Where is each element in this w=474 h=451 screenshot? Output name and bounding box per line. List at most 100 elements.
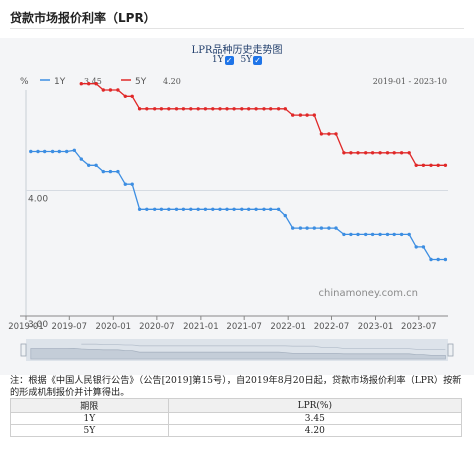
data-point-5y[interactable] [225, 107, 229, 111]
data-point-1y[interactable] [225, 207, 229, 211]
navigator-left-handle[interactable] [20, 343, 27, 357]
data-point-1y[interactable] [174, 207, 179, 211]
data-point-1y[interactable] [254, 207, 258, 211]
data-point-1y[interactable] [276, 207, 281, 211]
data-point-5y[interactable] [159, 107, 164, 111]
data-point-5y[interactable] [429, 163, 433, 167]
data-point-5y[interactable] [443, 163, 448, 167]
data-point-1y[interactable] [94, 163, 98, 167]
data-point-5y[interactable] [298, 113, 303, 117]
data-point-1y[interactable] [203, 207, 208, 211]
data-point-1y[interactable] [181, 207, 186, 211]
data-point-1y[interactable] [196, 207, 200, 211]
data-point-5y[interactable] [356, 151, 360, 155]
data-point-1y[interactable] [108, 169, 113, 174]
data-point-1y[interactable] [364, 232, 368, 237]
data-point-5y[interactable] [385, 151, 390, 155]
data-point-5y[interactable] [414, 163, 418, 167]
data-point-5y[interactable] [123, 94, 128, 98]
data-point-1y[interactable] [57, 149, 61, 154]
data-point-1y[interactable] [262, 207, 266, 211]
data-point-1y[interactable] [87, 163, 91, 167]
data-point-1y[interactable] [349, 232, 353, 237]
data-point-5y[interactable] [342, 151, 346, 155]
data-point-5y[interactable] [334, 132, 338, 136]
data-point-5y[interactable] [283, 107, 287, 111]
data-point-1y[interactable] [218, 207, 222, 211]
data-point-5y[interactable] [203, 107, 208, 111]
data-point-5y[interactable] [130, 94, 134, 98]
data-point-1y[interactable] [283, 213, 287, 218]
data-point-1y[interactable] [370, 232, 375, 237]
data-point-5y[interactable] [305, 113, 309, 117]
legend-5y-name[interactable]: 5Y [135, 77, 147, 87]
data-point-5y[interactable] [378, 151, 382, 155]
data-point-1y[interactable] [312, 226, 316, 230]
data-point-1y[interactable] [159, 207, 164, 211]
data-point-1y[interactable] [50, 149, 55, 154]
data-point-5y[interactable] [94, 82, 98, 86]
toggle-1y[interactable]: 1Y ✓ [212, 55, 234, 65]
navigator-right-handle[interactable] [447, 343, 454, 357]
data-point-5y[interactable] [218, 107, 222, 111]
data-point-1y[interactable] [240, 207, 244, 211]
data-point-1y[interactable] [399, 232, 404, 237]
data-point-5y[interactable] [421, 163, 426, 167]
data-point-5y[interactable] [116, 88, 120, 92]
data-point-5y[interactable] [364, 151, 368, 155]
data-point-5y[interactable] [79, 82, 84, 86]
data-point-1y[interactable] [247, 207, 251, 211]
data-point-1y[interactable] [145, 207, 149, 211]
data-point-1y[interactable] [443, 257, 448, 262]
data-point-1y[interactable] [269, 207, 273, 211]
toggle-5y[interactable]: 5Y ✓ [240, 55, 263, 65]
data-point-5y[interactable] [211, 107, 215, 111]
data-point-5y[interactable] [167, 107, 171, 111]
data-point-1y[interactable] [101, 169, 106, 174]
data-point-1y[interactable] [392, 232, 396, 237]
data-point-1y[interactable] [137, 207, 142, 211]
data-point-1y[interactable] [291, 226, 295, 230]
data-point-1y[interactable] [421, 245, 426, 249]
data-point-5y[interactable] [174, 107, 179, 111]
data-point-5y[interactable] [87, 82, 91, 86]
data-point-5y[interactable] [349, 151, 353, 155]
data-point-5y[interactable] [254, 107, 258, 111]
data-point-1y[interactable] [334, 226, 338, 230]
data-point-5y[interactable] [276, 107, 281, 111]
data-point-5y[interactable] [392, 151, 396, 155]
data-point-1y[interactable] [72, 148, 77, 152]
data-point-1y[interactable] [385, 232, 390, 237]
data-point-5y[interactable] [232, 107, 236, 111]
data-point-1y[interactable] [189, 207, 193, 211]
data-point-5y[interactable] [153, 107, 157, 111]
data-point-1y[interactable] [414, 245, 418, 249]
data-point-1y[interactable] [116, 169, 120, 174]
data-point-1y[interactable] [407, 232, 411, 237]
data-point-5y[interactable] [189, 107, 193, 111]
data-point-5y[interactable] [370, 151, 375, 155]
data-point-5y[interactable] [436, 163, 440, 167]
data-point-5y[interactable] [101, 88, 106, 92]
data-point-1y[interactable] [436, 257, 440, 262]
data-point-5y[interactable] [312, 113, 316, 117]
legend-1y-name[interactable]: 1Y [54, 77, 66, 87]
data-point-1y[interactable] [298, 226, 303, 230]
data-point-1y[interactable] [327, 226, 331, 230]
data-point-1y[interactable] [79, 157, 84, 161]
data-point-5y[interactable] [196, 107, 200, 111]
data-point-1y[interactable] [305, 226, 309, 230]
checkbox-checked-icon[interactable]: ✓ [253, 55, 263, 65]
data-point-5y[interactable] [240, 107, 244, 111]
data-point-1y[interactable] [65, 149, 69, 154]
data-point-5y[interactable] [247, 107, 251, 111]
data-point-1y[interactable] [29, 149, 33, 154]
data-point-5y[interactable] [407, 151, 411, 155]
data-point-1y[interactable] [211, 207, 215, 211]
data-point-5y[interactable] [262, 107, 266, 111]
data-point-1y[interactable] [232, 207, 236, 211]
data-point-5y[interactable] [108, 88, 113, 92]
data-point-5y[interactable] [291, 113, 295, 117]
data-point-5y[interactable] [399, 151, 404, 155]
data-point-1y[interactable] [356, 232, 360, 237]
